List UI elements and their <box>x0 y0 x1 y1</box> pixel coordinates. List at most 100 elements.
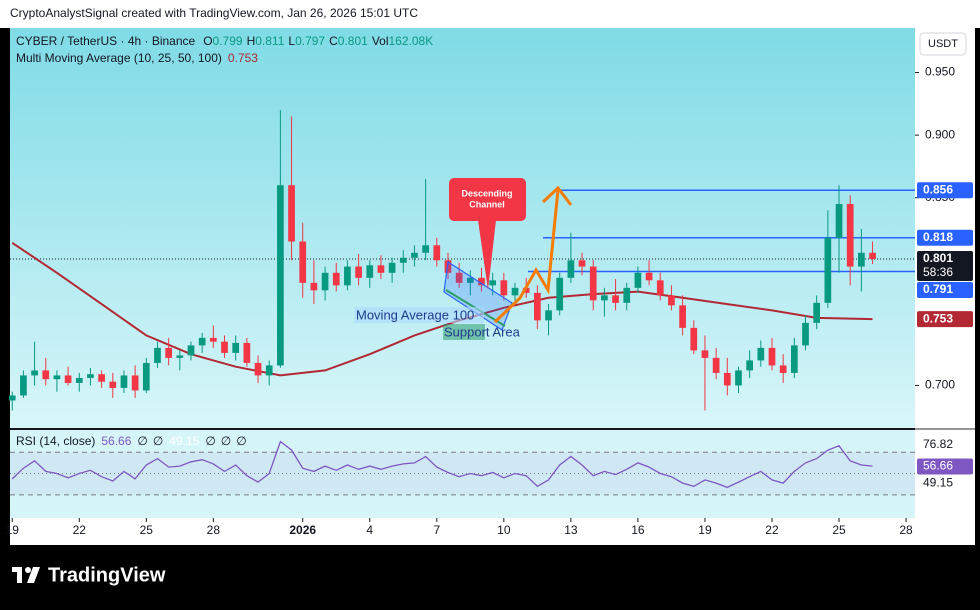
arrow-head <box>541 185 573 206</box>
rsi-legend-part: ∅ <box>153 434 163 448</box>
price-badge <box>917 229 973 246</box>
descending-channel <box>443 260 513 331</box>
logo-mark <box>25 567 31 573</box>
rsi-legend-part: ∅ <box>205 434 215 448</box>
candle-body <box>120 375 128 388</box>
logo-mark <box>27 567 40 583</box>
projection-arrow <box>493 189 560 324</box>
candle-body <box>109 381 117 388</box>
candle-body <box>813 302 821 323</box>
candle-body <box>20 375 27 396</box>
candle-body <box>735 370 742 386</box>
candle-body <box>388 262 396 273</box>
chart-layer: CYBER / TetherUS · 4h · Binance O0.799 H0.… <box>6 34 973 537</box>
rsi-badge-label: 49.15 <box>923 476 953 490</box>
candle-body <box>612 295 619 303</box>
x-tick-label: 13 <box>564 523 578 537</box>
candle-body <box>366 265 374 278</box>
x-tick-label: 25 <box>140 523 154 537</box>
candle-body <box>656 280 664 296</box>
x-tick-label: 19 <box>6 523 20 537</box>
ma-note-bg <box>354 307 484 323</box>
indicator-legend: Multi Moving Average (10, 25, 50, 100) 0.… <box>16 51 258 65</box>
rsi-legend-part: RSI (14, close) <box>16 434 95 448</box>
rsi-legend: RSI (14, close) 56.66 ∅ ∅ 49.15 ∅ ∅ ∅ <box>16 434 247 448</box>
candle-body <box>310 282 318 291</box>
price-badge-label: 0.856 <box>923 182 953 196</box>
price-badge <box>917 251 973 282</box>
candle-body <box>489 280 497 286</box>
legend-part: Vol <box>372 34 389 48</box>
candle-body <box>701 350 709 358</box>
symbol-legend: CYBER / TetherUS · 4h · Binance O0.799 H0.… <box>16 34 433 48</box>
candle-body <box>98 374 105 382</box>
candle-body <box>790 345 798 373</box>
x-tick-label: 10 <box>497 523 511 537</box>
candle-body <box>478 277 485 286</box>
candle-body <box>556 277 564 311</box>
candle-body <box>679 305 686 328</box>
candle-body <box>869 252 876 260</box>
legend-part: H <box>247 34 256 48</box>
candle-body <box>31 370 38 376</box>
candle-body <box>64 375 72 383</box>
x-tick-label: 22 <box>765 523 779 537</box>
rsi-badge-label: 76.82 <box>923 437 953 451</box>
price-badge-label: 0.801 <box>923 251 953 265</box>
candle-body <box>511 287 519 296</box>
rsi-legend-part: ∅ <box>221 434 231 448</box>
legend-part: 0.797 <box>295 34 325 48</box>
candle-body <box>254 362 262 376</box>
credit: CryptoAnalystSignal created with Trading… <box>10 6 418 20</box>
legend-part: CYBER / TetherUS · 4h · Binance <box>16 34 196 48</box>
candle-body <box>455 272 463 283</box>
candle-body <box>846 203 854 267</box>
legend-part: 0.811 <box>255 34 284 48</box>
rsi-badge <box>917 436 973 453</box>
candle-body <box>265 365 273 376</box>
y-tick-label: 0.950 <box>925 65 955 79</box>
candle-body <box>87 374 94 378</box>
legend-part: 162.08K <box>389 34 434 48</box>
candle-body <box>399 257 407 263</box>
candle-body <box>668 295 675 306</box>
candle-body <box>53 375 61 380</box>
candle-body <box>176 355 184 358</box>
candle-body <box>377 265 385 273</box>
price-badge <box>917 282 973 299</box>
currency-button[interactable] <box>919 32 967 56</box>
candle-body <box>690 327 698 351</box>
legend-part: C <box>329 34 338 48</box>
candle-body <box>299 241 307 283</box>
candle-body <box>858 252 865 267</box>
x-tick-label: 16 <box>631 523 645 537</box>
candle-body <box>332 272 340 286</box>
price-badge-label: 0.818 <box>923 230 953 244</box>
candle-body <box>466 277 474 283</box>
indicator-value: 0.753 <box>228 51 258 65</box>
callout-box <box>449 178 526 221</box>
candle-body <box>75 377 83 383</box>
legend-part: 0.801 <box>338 34 368 48</box>
price-badge <box>917 311 973 328</box>
candle-body <box>344 266 351 286</box>
callout-text: Channel <box>469 199 505 209</box>
candle-body <box>411 252 418 258</box>
candle-body <box>277 185 284 366</box>
x-tick-label: 28 <box>207 523 221 537</box>
price-badge-label: 0.753 <box>923 311 953 325</box>
candle-body <box>723 372 731 386</box>
candle-body <box>746 360 753 371</box>
countdown: 58:36 <box>923 265 953 279</box>
y-tick-label: 0.900 <box>925 127 955 141</box>
y-tick-label: 0.700 <box>925 378 955 392</box>
rsi-line <box>11 440 873 489</box>
candle-body <box>42 370 50 380</box>
candle-body <box>779 365 787 373</box>
rsi-legend-part: ∅ <box>137 434 147 448</box>
candle-body <box>522 287 530 293</box>
rsi-badge <box>917 475 973 492</box>
logo-text: TradingView <box>48 564 166 586</box>
ma-note: Moving Average 100 <box>356 307 474 322</box>
ma-100-line <box>11 241 873 377</box>
